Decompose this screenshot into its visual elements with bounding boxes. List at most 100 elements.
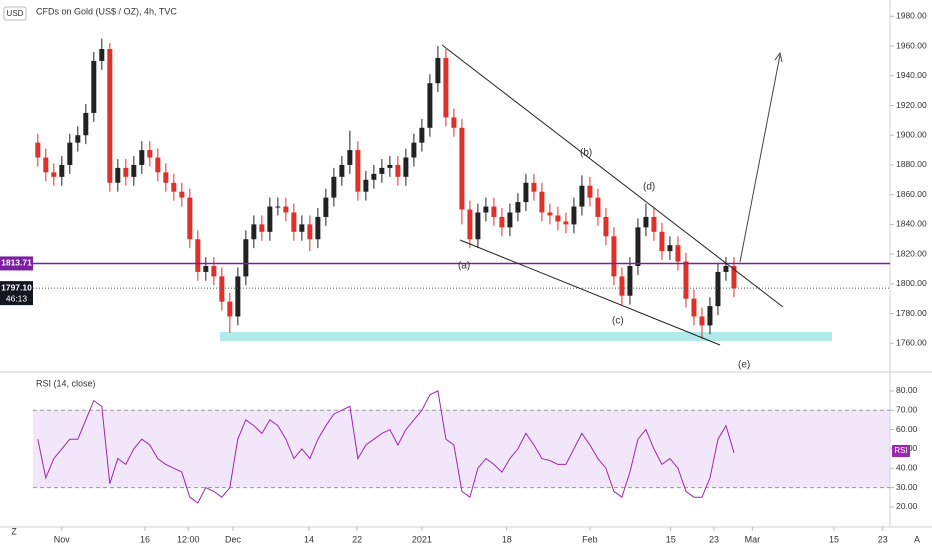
candle-body: [179, 191, 185, 198]
y-tick-label: 1820.00: [896, 248, 927, 258]
candle-body: [395, 164, 401, 177]
wave-label: (c): [612, 316, 624, 327]
candle-body: [67, 142, 73, 165]
y-tick-label: 1760.00: [896, 338, 927, 348]
y-tick-label: 1780.00: [896, 308, 927, 318]
currency: USD: [7, 9, 24, 18]
x-tick-label: 2021: [412, 534, 432, 544]
candle-body: [627, 265, 633, 296]
x-tick-label: Dec: [225, 534, 242, 544]
candle-body: [131, 164, 137, 177]
x-tick-label: Mar: [745, 534, 761, 544]
level-badge: [0, 256, 33, 271]
candle-body: [611, 236, 617, 277]
y-tick-label: 40.00: [896, 462, 918, 472]
candle-body: [235, 276, 241, 317]
candle-body: [227, 301, 233, 317]
candle-body: [283, 206, 289, 213]
candle-body: [139, 150, 145, 165]
candle-body: [499, 216, 505, 228]
candle-body: [691, 298, 697, 317]
wave-label: (b): [580, 148, 592, 159]
candle-body: [51, 172, 57, 177]
candle-body: [523, 182, 529, 203]
candle-body: [555, 215, 561, 222]
candle-body: [531, 182, 537, 192]
support-zone: [220, 332, 832, 341]
arrow-head: [774, 51, 783, 63]
candle-body: [363, 179, 369, 192]
candle-body: [451, 117, 457, 128]
candle-body: [411, 142, 417, 158]
x-tick-label: 12:00: [177, 534, 200, 544]
candle-body: [187, 197, 193, 240]
candle-body: [251, 224, 257, 240]
indicator-title: RSI (14, close): [36, 378, 96, 388]
y-tick-label: 1900.00: [896, 129, 927, 139]
level-label: 1813.71: [1, 258, 32, 268]
x-tick-label: 15: [829, 534, 839, 544]
candle-body: [83, 112, 89, 136]
series-badge: [892, 445, 910, 457]
candle-body: [427, 83, 433, 128]
last-price-label: 1797.10: [1, 282, 32, 292]
candle-body: [667, 245, 673, 252]
candle-body: [619, 276, 625, 296]
x-tick-label: 23: [878, 534, 888, 544]
candle-body: [475, 212, 481, 240]
candle-body: [571, 206, 577, 225]
x-tick-label: 22: [352, 534, 362, 544]
candle-body: [371, 173, 377, 180]
candle-body: [635, 227, 641, 266]
candle-body: [299, 224, 305, 232]
toolbar-button[interactable]: A: [914, 534, 920, 544]
candle-body: [491, 206, 497, 217]
candle-body: [579, 185, 585, 207]
candle-body: [275, 206, 281, 208]
legend-label: RSI: [894, 446, 907, 455]
y-tick-label: 70.00: [896, 404, 918, 414]
wave-label: (d): [643, 182, 655, 193]
y-tick-label: 1940.00: [896, 70, 927, 80]
last-price-badge: [0, 281, 33, 306]
x-tick-label: Feb: [582, 534, 598, 544]
candle-body: [443, 57, 449, 118]
rsi-line: [37, 390, 735, 504]
y-tick-label: 30.00: [896, 482, 918, 492]
candle-body: [595, 197, 601, 217]
y-tick-label: 1980.00: [896, 11, 927, 21]
y-tick-label: 20.00: [896, 501, 918, 511]
candle-body: [99, 49, 105, 61]
toolbar-button[interactable]: Z: [11, 526, 17, 536]
candle-body: [35, 142, 41, 158]
marks: Nov 16 12:00 Dec 14 22 2021 18 Feb 15 23 Mar 15 23 176…: [0, 11, 927, 544]
y-tick-label: 1880.00: [896, 159, 927, 169]
y-tick-label: 1840.00: [896, 219, 927, 229]
candle-body: [403, 157, 409, 177]
y-tick-label: 1920.00: [896, 100, 927, 110]
candle-body: [43, 157, 49, 173]
x-tick-label: 14: [304, 534, 314, 544]
candle-body: [675, 245, 681, 262]
candle-body: [195, 239, 201, 272]
candle-body: [643, 216, 649, 228]
candle-body: [723, 265, 729, 272]
candle-body: [323, 197, 329, 217]
chart-title: CFDs on Gold (US$ / OZ), 4h, TVC: [36, 6, 177, 16]
candle-body: [243, 239, 249, 277]
candle-body: [547, 212, 553, 216]
x-tick-label: 15: [666, 534, 676, 544]
candle-body: [115, 167, 121, 183]
candle-body: [211, 265, 217, 277]
y-tick-label: 1960.00: [896, 40, 927, 50]
candle-body: [603, 216, 609, 237]
currency-badge: [3, 6, 27, 21]
candle-body: [355, 150, 361, 192]
x-tick-label: 16: [140, 534, 150, 544]
candle-body: [539, 191, 545, 213]
candle-body: [435, 57, 441, 84]
wave-label: (e): [738, 360, 750, 371]
candle-body: [163, 172, 169, 183]
